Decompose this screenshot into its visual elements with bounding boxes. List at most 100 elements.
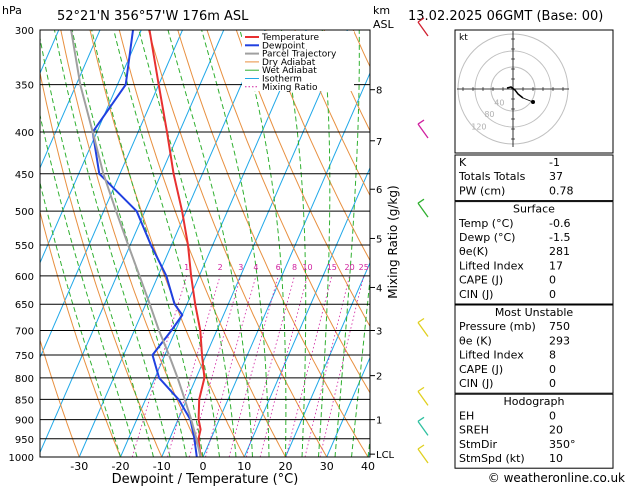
temperature-tick-label: 0 xyxy=(200,460,207,473)
height-tick-label: 4 xyxy=(376,283,382,294)
surface-row-value: -0.6 xyxy=(549,217,570,230)
parcel-trajectory-trace xyxy=(70,30,202,457)
dry-adiabat xyxy=(294,30,370,197)
isotherm-line xyxy=(161,30,348,457)
legend-entry: Parcel Trajectory xyxy=(262,50,337,60)
hodograph-ring-label: 40 xyxy=(494,98,504,107)
most_unstable-row-label: Pressure (mb) xyxy=(459,320,536,333)
wind-barb-flag xyxy=(417,444,425,450)
wind-barb xyxy=(417,123,429,139)
wet-adiabat xyxy=(167,30,253,457)
dry-adiabat xyxy=(177,30,369,457)
pressure-tick-label: 750 xyxy=(15,351,34,362)
height-tick-label: 5 xyxy=(376,234,382,245)
mixing-ratio-label: 1 xyxy=(184,263,189,272)
legend-entry: Dry Adiabat xyxy=(262,58,316,68)
hodograph_table-row-value: 0 xyxy=(549,409,556,422)
temperature-tick-labels: -30 -20 -10 0 10 20 30 40 xyxy=(70,460,375,473)
isotherm-line xyxy=(243,166,370,457)
legend-entry: Mixing Ratio xyxy=(262,83,318,93)
hodograph_table-title: Hodograph xyxy=(504,395,565,408)
wet-adiabat xyxy=(280,30,307,457)
indices-panel: K -1 Totals Totals 37 PW (cm) 0.78 SurfaceTemp… xyxy=(454,154,614,469)
most_unstable-row-value: 0 xyxy=(549,363,556,376)
temperature-tick-label: -30 xyxy=(70,460,88,473)
height-km-tick-labels: 8 7 6 5 4 3 2 1 LCL xyxy=(370,86,395,461)
height-tick-label: LCL xyxy=(376,450,395,461)
legend-entry: Wet Adiabat xyxy=(262,66,317,76)
hodograph_table-row-label: EH xyxy=(459,409,474,422)
isotherm-line xyxy=(40,30,225,454)
pressure-tick-label: 450 xyxy=(15,170,34,181)
indices-row-label: Totals Totals xyxy=(458,170,526,183)
most_unstable-box xyxy=(454,304,614,394)
height-tick-label: 2 xyxy=(376,372,382,383)
hodograph-trace xyxy=(506,86,524,99)
isotherm-line xyxy=(78,30,266,457)
hodograph_table-row-value: 20 xyxy=(549,424,563,437)
height-tick-label: 7 xyxy=(376,137,382,148)
surface-row-value: 281 xyxy=(549,245,570,258)
wind-barb xyxy=(417,21,429,37)
legend-entry: Isotherm xyxy=(262,75,302,85)
mixing-ratio-line xyxy=(189,275,242,457)
wind-barb xyxy=(417,448,429,464)
surface-row-value: -1.5 xyxy=(549,231,570,244)
surface-box xyxy=(454,201,614,305)
indices-box xyxy=(454,154,614,202)
dry-adiabat xyxy=(265,30,370,262)
temperature-tick-label: 40 xyxy=(361,460,375,473)
surface-title: Surface xyxy=(513,203,555,216)
indices-row-value: 37 xyxy=(549,170,563,183)
mixing-ratio-label: 20 xyxy=(345,263,355,272)
pressure-tick-label: 700 xyxy=(15,327,34,338)
hodograph-ring-label: 80 xyxy=(484,110,494,119)
wind-barb xyxy=(417,420,429,436)
wet-adiabat xyxy=(334,30,360,457)
hodograph_table-row-value: 10 xyxy=(549,452,563,465)
most_unstable-row-value: 0 xyxy=(549,377,556,390)
wind-barb xyxy=(417,322,429,337)
pressure-tick-label: 900 xyxy=(15,416,34,427)
height-tick-label: 8 xyxy=(376,86,382,97)
temperature-tick-label: -20 xyxy=(112,460,130,473)
height-tick-label: 1 xyxy=(376,416,382,427)
pressure-tick-label: 350 xyxy=(15,81,34,92)
wind-barb-flag xyxy=(417,119,425,125)
mixing-ratio-label: 15 xyxy=(327,263,337,272)
wind-barb xyxy=(417,202,429,218)
asl-axis-label: ASL xyxy=(373,18,395,31)
pressure-tick-label: 800 xyxy=(15,374,34,385)
indices-row-value: -1 xyxy=(549,156,560,169)
most_unstable-row-value: 8 xyxy=(549,349,556,362)
temperature-tick-label: -10 xyxy=(153,460,171,473)
wind-barbs xyxy=(417,17,429,464)
station-location: 52°21'N 356°57'W 176m ASL xyxy=(57,9,249,24)
wet-adiabat xyxy=(40,35,154,457)
pressure-tick-label: 650 xyxy=(15,300,34,311)
wind-barb-flag xyxy=(417,386,425,392)
wind-barb xyxy=(417,390,429,406)
indices-row-label: PW (cm) xyxy=(459,184,505,197)
mixing-ratio-axis-title: Mixing Ratio (g/kg) xyxy=(386,185,400,298)
temperature-tick-label: 30 xyxy=(320,460,334,473)
mixing-ratio-line xyxy=(205,275,257,457)
hodograph_table-row-value: 350° xyxy=(549,438,576,451)
surface-row-value: 0 xyxy=(549,274,556,287)
isotherm-line xyxy=(202,71,370,457)
indices-row-label: K xyxy=(459,156,467,169)
surface-row-value: 17 xyxy=(549,259,563,272)
surface-row-value: 0 xyxy=(549,288,556,301)
wet-adiabat xyxy=(71,30,187,457)
pressure-tick-label: 550 xyxy=(15,241,34,252)
wet-adiabat xyxy=(113,30,220,457)
mixing-ratio-line xyxy=(285,275,333,457)
mixing-ratio-label: 25 xyxy=(359,263,369,272)
isotherm-line xyxy=(285,261,370,457)
dry-adiabat xyxy=(118,30,286,457)
chart-traces xyxy=(70,30,206,457)
pressure-tick-label: 950 xyxy=(15,435,34,446)
